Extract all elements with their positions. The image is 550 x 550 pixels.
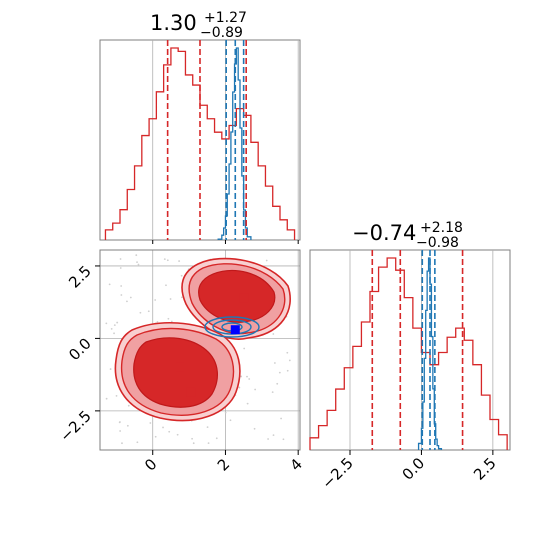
joint-panel-frame: [99, 249, 301, 451]
sample-point: [119, 267, 122, 269]
sample-point: [135, 254, 138, 257]
sample-point: [168, 430, 171, 433]
sample-point: [119, 258, 122, 260]
sample-point: [115, 394, 118, 397]
right-xtick-label-1: 0.0: [399, 454, 429, 484]
sample-point: [139, 311, 142, 314]
joint-ytick-label-1: 0.0: [65, 335, 95, 365]
sample-point: [253, 427, 256, 430]
sample-point: [238, 386, 241, 389]
sample-point: [154, 435, 157, 438]
blue-contour-outer: [204, 316, 260, 338]
title-y-minus: −0.98: [416, 235, 459, 251]
sample-point: [118, 421, 121, 424]
sample-point: [120, 294, 123, 296]
title-y-plus: +2.18: [420, 220, 463, 236]
sample-point: [136, 261, 138, 264]
sample-point: [286, 351, 289, 354]
right-xtick-label-0: −2.5: [318, 454, 356, 492]
sample-point: [272, 333, 275, 335]
sample-point: [110, 328, 113, 330]
sample-point: [243, 347, 246, 350]
sample-point: [162, 426, 164, 429]
sample-point: [167, 317, 170, 320]
joint-xtick-label-2: 4: [287, 455, 306, 474]
sample-point: [163, 258, 166, 261]
joint-xtick-label-1: 2: [214, 455, 233, 474]
sample-point: [166, 259, 169, 262]
sample-point: [176, 433, 179, 436]
sample-point: [192, 442, 195, 445]
panel-y-frame: [309, 249, 511, 451]
sample-point: [288, 359, 291, 362]
joint-xtick-label-0: 0: [141, 455, 160, 474]
joint-ytick-label-0: 2.5: [65, 262, 95, 292]
sample-point: [120, 285, 123, 287]
sample-point: [147, 310, 150, 313]
sample-point: [278, 371, 281, 374]
red-marker-2: [239, 293, 249, 303]
sample-point: [215, 437, 218, 440]
sample-point: [154, 299, 157, 301]
sample-point: [272, 434, 275, 437]
sample-point: [246, 402, 249, 405]
sample-point: [254, 388, 257, 391]
sample-point: [181, 296, 183, 299]
sample-point: [206, 426, 209, 429]
right-hist-series-0: [309, 257, 508, 450]
blue-marker: [230, 325, 240, 335]
sample-point: [109, 368, 112, 370]
title-y-median: −0.74: [352, 221, 416, 245]
sample-point: [105, 397, 108, 400]
sample-point: [137, 263, 140, 266]
joint-ytick-label-2: −2.5: [56, 407, 94, 445]
sample-point: [229, 419, 232, 422]
sample-point: [165, 284, 167, 287]
sample-point: [276, 382, 279, 385]
sample-point: [113, 332, 115, 335]
sample-point: [116, 321, 119, 324]
sample-point: [240, 375, 243, 378]
sample-point: [191, 437, 193, 440]
sample-point: [119, 430, 122, 432]
sample-point: [156, 321, 159, 323]
sample-point: [282, 438, 285, 441]
sample-point: [149, 422, 152, 424]
sample-point: [113, 324, 116, 327]
title-x-median: 1.30: [150, 11, 197, 35]
title-x-minus: −0.89: [200, 25, 243, 41]
sample-point: [273, 362, 276, 364]
sample-point: [105, 322, 108, 325]
sample-point: [265, 259, 268, 262]
right-xtick-label-2: 2.5: [470, 454, 500, 484]
sample-point: [207, 442, 210, 444]
sample-point: [108, 283, 111, 286]
sample-point: [280, 417, 283, 420]
joint-contours: [105, 254, 291, 445]
sample-point: [178, 260, 181, 262]
sample-point: [286, 369, 289, 372]
sample-point: [224, 411, 227, 414]
sample-point: [169, 298, 172, 300]
title-x-plus: +1.27: [204, 10, 247, 26]
sample-point: [246, 375, 248, 378]
sample-point: [180, 274, 183, 277]
sample-point: [129, 296, 132, 299]
red-contour-inner-lower: [133, 337, 218, 408]
sample-point: [248, 378, 251, 380]
marginal-panel-y: −2.5 0.0 2.5 −0.74 +2.18 −0.98: [309, 220, 511, 493]
sample-point: [271, 391, 274, 394]
red-marker-0: [175, 362, 185, 372]
sample-point: [126, 300, 128, 303]
sample-point: [121, 442, 123, 445]
sample-point: [127, 404, 130, 407]
red-marker-1: [186, 387, 196, 397]
joint-panel: 0 2 4 2.5 0.0 −2.5: [56, 249, 306, 475]
marginal-panel-x: 1.30 +1.27 −0.89: [99, 10, 301, 244]
sample-point: [126, 424, 129, 427]
sample-point: [267, 438, 269, 440]
sample-point: [136, 441, 139, 444]
